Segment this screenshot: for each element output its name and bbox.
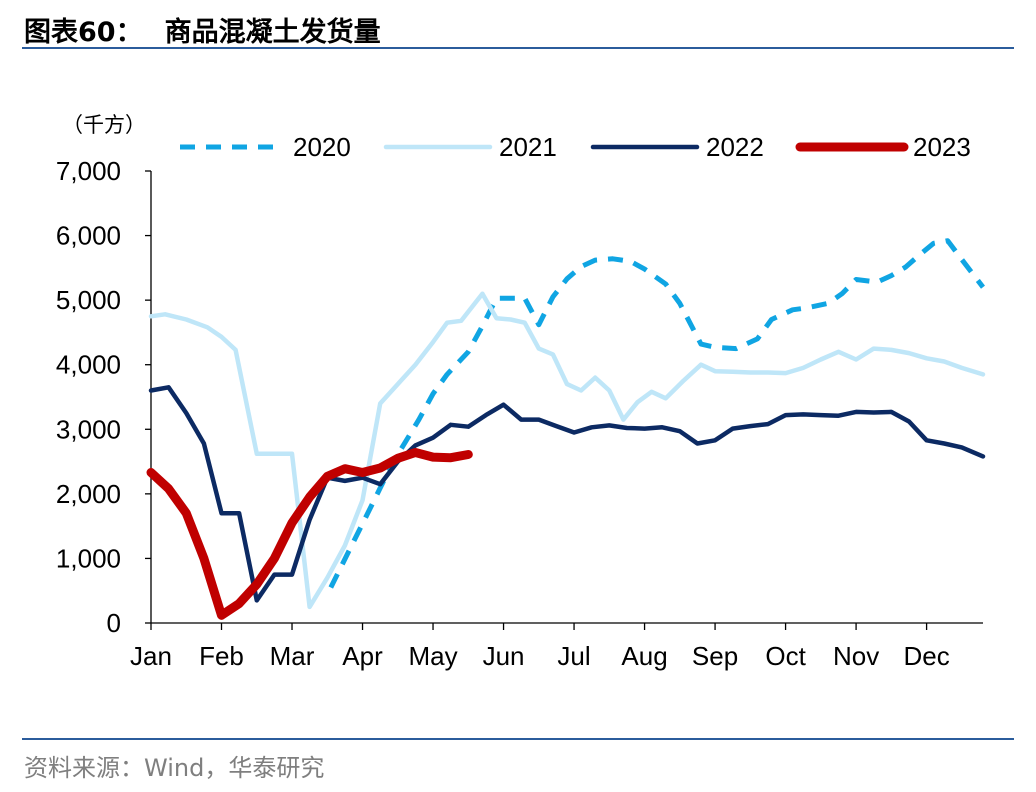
- source-note: 资料来源：Wind，华泰研究: [24, 754, 325, 782]
- y-tick-label: 3,000: [56, 414, 121, 444]
- top-rule: [22, 47, 1014, 49]
- series-line-2021: [148, 291, 986, 610]
- axes: 0 1,000 2,000 3,000 4,000 5,000 6,000 7,000 Jan F…: [56, 156, 983, 671]
- bottom-rule: [22, 738, 1014, 740]
- y-tick-label: 5,000: [56, 285, 121, 315]
- x-tick-label: Dec: [903, 641, 949, 671]
- series-line-2020: [328, 238, 985, 589]
- legend-label-2020: 2020: [293, 132, 351, 162]
- x-tick-label: May: [408, 641, 457, 671]
- x-tick-label: Oct: [765, 641, 806, 671]
- unit-label: （千方）: [62, 113, 146, 137]
- series-line-2022: [148, 385, 986, 603]
- y-tick-label: 0: [107, 608, 121, 638]
- figure-number: 图表60：: [24, 17, 143, 48]
- x-tick-label: Jan: [130, 641, 172, 671]
- legend: 2020 2021 2022 2023: [180, 132, 971, 162]
- x-tick-label: Feb: [199, 641, 244, 671]
- legend-label-2021: 2021: [499, 132, 557, 162]
- y-tick-label: 7,000: [56, 156, 121, 186]
- legend-label-2022: 2022: [706, 132, 764, 162]
- x-tick-label: Mar: [270, 641, 315, 671]
- y-tick-label: 2,000: [56, 479, 121, 509]
- figure-title-text: 商品混凝土发货量: [164, 17, 381, 48]
- x-tick-label: Sep: [692, 641, 738, 671]
- legend-label-2023: 2023: [913, 132, 971, 162]
- x-tick-label: Nov: [833, 641, 879, 671]
- x-tick-label: Apr: [342, 641, 383, 671]
- y-tick-label: 4,000: [56, 350, 121, 380]
- series-line-2023: [146, 448, 473, 620]
- x-tick-label: Jul: [557, 641, 590, 671]
- x-tick-label: Jun: [483, 641, 525, 671]
- x-tick-label: Aug: [621, 641, 667, 671]
- y-tick-label: 6,000: [56, 221, 121, 251]
- series-lines: [146, 238, 986, 620]
- y-tick-label: 1,000: [56, 543, 121, 573]
- figure-title: 图表60： 商品混凝土发货量: [24, 10, 381, 49]
